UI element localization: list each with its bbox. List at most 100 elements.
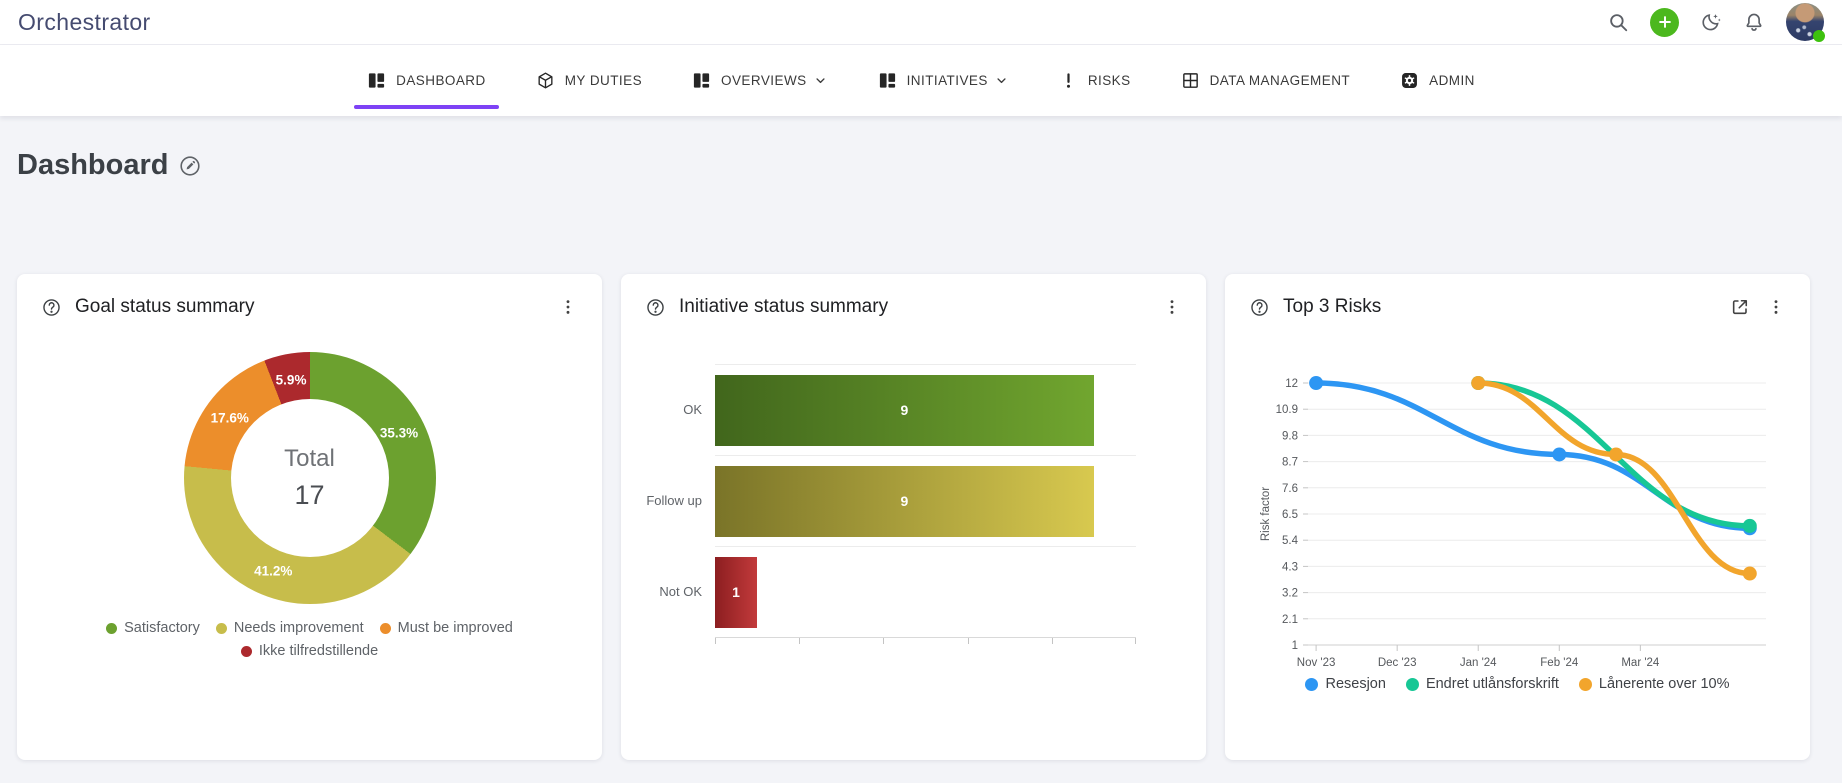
svg-text:Risk factor: Risk factor [1260, 487, 1272, 541]
donut-slice-label: 17.6% [210, 410, 249, 426]
online-status-dot [1813, 30, 1825, 42]
bar-track: 9 [715, 455, 1136, 546]
axis-tick [1051, 638, 1053, 644]
svg-text:9.8: 9.8 [1282, 430, 1298, 442]
kebab-menu-icon[interactable] [1766, 297, 1786, 317]
svg-text:2.1: 2.1 [1282, 614, 1298, 626]
initiative-status-card: Initiative status summary OK 9 Follow up 9 N… [621, 274, 1206, 760]
bar-category-label: Follow up [646, 493, 702, 508]
svg-text:3.2: 3.2 [1282, 588, 1298, 600]
legend-label: Resesjon [1325, 676, 1386, 692]
page-title-row: Dashboard [17, 149, 1825, 182]
bar-value-label: 9 [900, 402, 909, 418]
legend-label: Ikke tilfredstillende [258, 643, 379, 659]
kebab-menu-icon[interactable] [558, 297, 578, 317]
window-grid-icon [1181, 71, 1200, 90]
legend-dot [379, 622, 391, 634]
svg-text:4.3: 4.3 [1282, 561, 1298, 573]
dark-mode-icon[interactable] [1700, 11, 1722, 33]
card-header: Goal status summary [41, 296, 578, 318]
svg-text:Dec '23: Dec '23 [1378, 657, 1417, 669]
chevron-down-icon [994, 73, 1009, 88]
user-avatar[interactable] [1786, 3, 1825, 42]
kebab-menu-icon[interactable] [1162, 297, 1182, 317]
svg-text:Jan '24: Jan '24 [1460, 657, 1497, 669]
goal-legend: Satisfactory Needs improvement Must be imp… [50, 620, 570, 659]
svg-text:1: 1 [1292, 640, 1298, 652]
donut-slice-label: 5.9% [275, 372, 307, 388]
svg-text:8.7: 8.7 [1282, 457, 1298, 469]
nav-item-initiatives[interactable]: INITIATIVES [853, 45, 1034, 116]
plus-icon [1656, 13, 1674, 31]
goal-legend-item[interactable]: Satisfactory [106, 620, 200, 636]
legend-dot [215, 622, 227, 634]
bar-track: 9 [715, 364, 1136, 455]
notifications-bell-icon[interactable] [1743, 11, 1765, 33]
legend-dot [106, 622, 118, 634]
nav-item-label: ADMIN [1429, 73, 1475, 88]
main-nav: DASHBOARD MY DUTIES OVERVIEWS INITIATIVES RI… [0, 45, 1842, 116]
axis-tick [1135, 638, 1136, 644]
goal-legend-item[interactable]: Needs improvement [215, 620, 364, 636]
nav-item-label: INITIATIVES [906, 73, 988, 88]
svg-text:10.9: 10.9 [1276, 404, 1298, 416]
bar-row-not-ok: Not OK 1 [645, 546, 1136, 637]
bar-category-label: OK [683, 402, 702, 417]
open-in-new-icon[interactable] [1730, 297, 1750, 317]
axis-tick [967, 638, 969, 644]
bar-row-ok: OK 9 [645, 364, 1136, 455]
svg-text:Feb '24: Feb '24 [1540, 657, 1579, 669]
risks-legend-item[interactable]: Endret utlånsforskrift [1405, 676, 1559, 692]
goal-legend-item[interactable]: Must be improved [379, 620, 513, 636]
goal-legend-item[interactable]: Ikke tilfredstillende [240, 643, 379, 659]
legend-label: Must be improved [397, 620, 513, 636]
svg-text:6.5: 6.5 [1282, 509, 1298, 521]
svg-text:Nov '23: Nov '23 [1297, 657, 1336, 669]
risks-legend-item[interactable]: Resesjon [1305, 676, 1386, 692]
donut-ring: 35.3% 41.2% 17.6% 5.9% [183, 352, 436, 604]
app-logo[interactable]: Orchestrator [18, 8, 151, 35]
nav-item-label: RISKS [1087, 73, 1131, 88]
top-bar: Orchestrator [0, 0, 1842, 45]
bar: 1 [715, 556, 758, 628]
card-header: Initiative status summary [645, 296, 1182, 318]
nav-item-dashboard[interactable]: DASHBOARD [342, 45, 511, 116]
add-button[interactable] [1650, 7, 1679, 37]
donut-total-label: Total [284, 445, 335, 472]
svg-text:Mar '24: Mar '24 [1621, 657, 1660, 669]
bar-row-follow-up: Follow up 9 [645, 455, 1136, 546]
help-icon[interactable] [1249, 297, 1270, 318]
nav-item-admin[interactable]: ADMIN [1375, 45, 1500, 116]
legend-dot [1405, 677, 1419, 691]
bar-value-label: 9 [900, 493, 909, 509]
nav-item-my-duties[interactable]: MY DUTIES [511, 45, 667, 116]
nav-item-label: DATA MANAGEMENT [1209, 73, 1351, 88]
exclamation-icon [1059, 71, 1078, 90]
edit-title-icon[interactable] [178, 154, 202, 178]
package-icon [536, 71, 555, 90]
legend-label: Endret utlånsforskrift [1425, 676, 1559, 692]
topbar-actions [1607, 3, 1825, 42]
nav-item-data-management[interactable]: DATA MANAGEMENT [1156, 45, 1376, 116]
dashboard-page: Dashboard Goal status summary 35.3% 41.2%… [0, 149, 1842, 760]
top3-risks-line-chart: 12 10.9 9.8 8.7 7.6 6.5 5.4 4.3 3.2 2.1 1 Risk fact… [1249, 348, 1786, 670]
search-icon[interactable] [1607, 11, 1629, 33]
dashboard-icon [367, 71, 386, 90]
bar-value-label: 1 [732, 584, 740, 600]
bar-category-label: Not OK [659, 584, 702, 599]
svg-text:12: 12 [1285, 378, 1298, 390]
axis-tick [799, 638, 801, 644]
nav-item-overviews[interactable]: OVERVIEWS [667, 45, 853, 116]
nav-item-risks[interactable]: RISKS [1034, 45, 1156, 116]
donut-total-value: 17 [294, 480, 325, 510]
risks-legend-item[interactable]: Lånerente over 10% [1578, 676, 1730, 692]
nav-item-label: DASHBOARD [396, 73, 486, 88]
page-title: Dashboard [17, 149, 169, 181]
help-icon[interactable] [41, 297, 62, 318]
help-icon[interactable] [645, 297, 666, 318]
legend-dot [240, 645, 252, 657]
chevron-down-icon [813, 73, 828, 88]
legend-label: Needs improvement [233, 620, 364, 636]
initiative-bar-chart: OK 9 Follow up 9 Not OK 1 [645, 364, 1136, 647]
card-title: Goal status summary [75, 296, 255, 317]
